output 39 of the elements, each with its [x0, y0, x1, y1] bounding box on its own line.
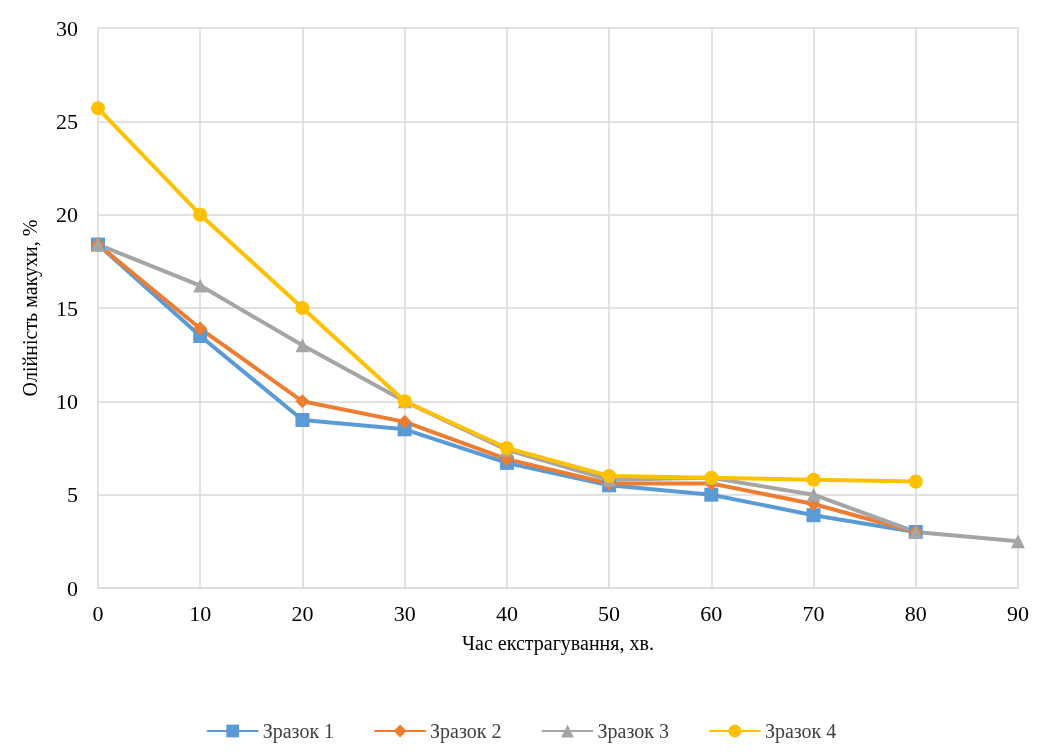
point	[806, 487, 821, 502]
legend-label: Зразок 2	[430, 720, 502, 743]
legend-label: Зразок 4	[764, 720, 837, 743]
point	[193, 207, 208, 222]
point	[295, 338, 310, 353]
x-tick-label: 40	[495, 600, 518, 626]
x-tick-label: 10	[189, 600, 212, 626]
point	[295, 394, 310, 409]
y-tick-label: 10	[56, 388, 78, 414]
x-tick-label: 30	[393, 600, 416, 626]
point	[908, 474, 923, 489]
x-axis-title: Час екстрагування, хв.	[462, 632, 654, 655]
point	[1011, 534, 1025, 549]
point	[295, 301, 310, 315]
x-tick-label: 0	[92, 600, 104, 626]
point	[193, 321, 208, 336]
y-tick-label: 0	[67, 575, 78, 601]
point	[193, 278, 208, 293]
x-tick-label: 90	[1007, 600, 1029, 626]
point	[704, 487, 719, 502]
x-tick-label: 20	[291, 600, 314, 626]
point	[91, 101, 105, 116]
legend-label: Зразок 1	[262, 720, 335, 743]
y-tick-label: 5	[67, 482, 78, 508]
y-axis-title: Олійність макухи, %	[19, 219, 42, 397]
x-tick-label: 70	[802, 600, 825, 626]
y-tick-label: 15	[56, 295, 78, 321]
point	[397, 414, 412, 429]
point	[806, 472, 821, 487]
point	[602, 469, 617, 483]
y-tick-label: 20	[56, 202, 78, 228]
y-tick-label: 25	[56, 108, 78, 134]
x-tick-label: 50	[598, 600, 621, 626]
point	[806, 508, 821, 523]
x-tick-label: 60	[700, 600, 723, 626]
x-tick-label: 80	[904, 600, 927, 626]
y-tick-label: 30	[56, 15, 78, 41]
point	[295, 413, 310, 427]
legend-label: Зразок 3	[597, 720, 669, 743]
